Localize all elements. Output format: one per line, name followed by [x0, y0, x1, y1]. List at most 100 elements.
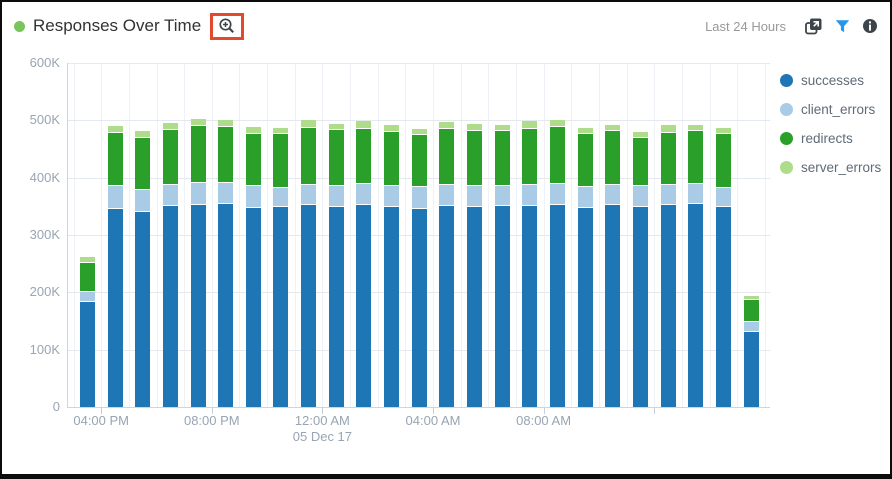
bar-segment-client_errors[interactable] — [328, 184, 344, 206]
bar-segment-server_errors[interactable] — [356, 121, 372, 128]
magnifier-zoom-button[interactable] — [210, 12, 245, 40]
legend-item-redirects[interactable]: redirects — [780, 124, 881, 153]
bar-segment-server_errors[interactable] — [328, 123, 344, 129]
bar-10-00-am[interactable] — [605, 124, 621, 407]
bar-segment-client_errors[interactable] — [715, 186, 731, 206]
bar-segment-successes[interactable] — [467, 205, 482, 407]
bar-07-00-pm[interactable] — [190, 118, 206, 407]
bar-segment-successes[interactable] — [218, 202, 234, 407]
bar-segment-server_errors[interactable] — [577, 127, 593, 133]
bar-segment-server_errors[interactable] — [632, 131, 648, 137]
bar-segment-successes[interactable] — [688, 202, 704, 407]
bar-06-00-am[interactable] — [494, 124, 510, 407]
bar-segment-successes[interactable] — [328, 205, 344, 407]
bar-segment-client_errors[interactable] — [411, 186, 427, 209]
bar-segment-server_errors[interactable] — [439, 122, 455, 128]
bar-segment-client_errors[interactable] — [162, 183, 178, 205]
bar-01-00-am[interactable] — [356, 121, 372, 407]
bar-segment-server_errors[interactable] — [743, 295, 759, 299]
bar-segment-successes[interactable] — [577, 206, 593, 407]
bar-segment-successes[interactable] — [715, 205, 731, 407]
bar-segment-successes[interactable] — [522, 204, 538, 407]
bar-segment-successes[interactable] — [301, 204, 317, 407]
bar-segment-redirects[interactable] — [439, 127, 455, 184]
bar-segment-server_errors[interactable] — [107, 126, 123, 132]
bar-segment-server_errors[interactable] — [605, 124, 621, 131]
bar-12-00-am[interactable] — [328, 123, 344, 407]
bar-segment-successes[interactable] — [549, 204, 565, 407]
bar-segment-client_errors[interactable] — [356, 183, 372, 205]
bar-10-00-pm[interactable] — [273, 127, 289, 407]
bar-segment-redirects[interactable] — [273, 133, 289, 187]
bar-segment-successes[interactable] — [162, 204, 178, 407]
legend-item-server_errors[interactable]: server_errors — [780, 153, 881, 182]
bar-segment-successes[interactable] — [356, 204, 372, 407]
bar-segment-redirects[interactable] — [660, 131, 676, 184]
bar-segment-client_errors[interactable] — [549, 183, 565, 204]
bar-segment-successes[interactable] — [273, 205, 289, 407]
bar-segment-server_errors[interactable] — [411, 128, 427, 135]
bar-segment-redirects[interactable] — [190, 124, 206, 183]
bar-06-00-pm[interactable] — [162, 122, 178, 407]
bar-segment-server_errors[interactable] — [660, 125, 676, 132]
bar-segment-client_errors[interactable] — [522, 183, 538, 205]
filter-button[interactable] — [833, 18, 852, 35]
bar-segment-redirects[interactable] — [301, 126, 317, 184]
bar-07-00-am[interactable] — [522, 121, 538, 407]
bar-segment-redirects[interactable] — [494, 130, 510, 185]
bar-segment-client_errors[interactable] — [79, 290, 95, 302]
bar-05-00-pm[interactable] — [135, 131, 151, 407]
bar-segment-successes[interactable] — [190, 204, 206, 407]
bar-segment-redirects[interactable] — [107, 131, 123, 185]
bar-segment-redirects[interactable] — [549, 125, 565, 184]
bar-segment-redirects[interactable] — [467, 130, 482, 185]
bar-12-00-pm[interactable] — [660, 125, 676, 407]
bar-01-00-pm[interactable] — [688, 124, 704, 407]
bar-05-00-am[interactable] — [467, 123, 482, 407]
bar-segment-client_errors[interactable] — [218, 182, 234, 203]
bar-segment-successes[interactable] — [135, 210, 151, 407]
bar-segment-server_errors[interactable] — [162, 122, 178, 129]
bar-segment-redirects[interactable] — [522, 127, 538, 184]
bar-segment-server_errors[interactable] — [522, 121, 538, 128]
open-in-new-button[interactable] — [802, 16, 825, 37]
bar-segment-client_errors[interactable] — [273, 186, 289, 206]
bar-08-00-pm[interactable] — [218, 119, 234, 407]
bar-segment-redirects[interactable] — [135, 136, 151, 189]
bar-segment-redirects[interactable] — [688, 130, 704, 183]
bar-segment-server_errors[interactable] — [190, 118, 206, 125]
bar-segment-client_errors[interactable] — [107, 184, 123, 209]
bar-09-00-pm[interactable] — [245, 126, 261, 407]
bar-09-00-am[interactable] — [577, 127, 593, 407]
bar-segment-successes[interactable] — [245, 206, 261, 407]
bar-segment-client_errors[interactable] — [467, 184, 482, 206]
bar-08-00-am[interactable] — [549, 119, 565, 407]
bar-segment-server_errors[interactable] — [273, 127, 289, 134]
legend-item-successes[interactable]: successes — [780, 66, 881, 95]
bar-segment-client_errors[interactable] — [632, 184, 648, 206]
bar-segment-server_errors[interactable] — [245, 126, 261, 133]
bar-segment-client_errors[interactable] — [494, 184, 510, 205]
bar-segment-successes[interactable] — [411, 208, 427, 407]
bar-segment-client_errors[interactable] — [660, 183, 676, 205]
bar-03-00-pm[interactable] — [79, 257, 95, 407]
bar-segment-successes[interactable] — [632, 205, 648, 407]
bar-segment-successes[interactable] — [384, 205, 400, 407]
bar-segment-client_errors[interactable] — [190, 182, 206, 204]
bar-segment-client_errors[interactable] — [439, 183, 455, 205]
bar-segment-successes[interactable] — [743, 331, 759, 407]
bar-segment-client_errors[interactable] — [245, 184, 261, 207]
bar-segment-client_errors[interactable] — [301, 183, 317, 204]
bar-02-00-pm[interactable] — [715, 127, 731, 407]
bar-04-00-pm[interactable] — [107, 126, 123, 407]
bar-segment-server_errors[interactable] — [79, 257, 95, 263]
bar-segment-server_errors[interactable] — [135, 131, 151, 137]
bar-segment-successes[interactable] — [107, 208, 123, 407]
bar-segment-server_errors[interactable] — [715, 127, 731, 134]
bar-segment-successes[interactable] — [660, 204, 676, 407]
bar-segment-redirects[interactable] — [79, 262, 95, 291]
bar-segment-client_errors[interactable] — [135, 188, 151, 211]
bar-11-00-am[interactable] — [632, 131, 648, 407]
bar-segment-client_errors[interactable] — [384, 185, 400, 206]
